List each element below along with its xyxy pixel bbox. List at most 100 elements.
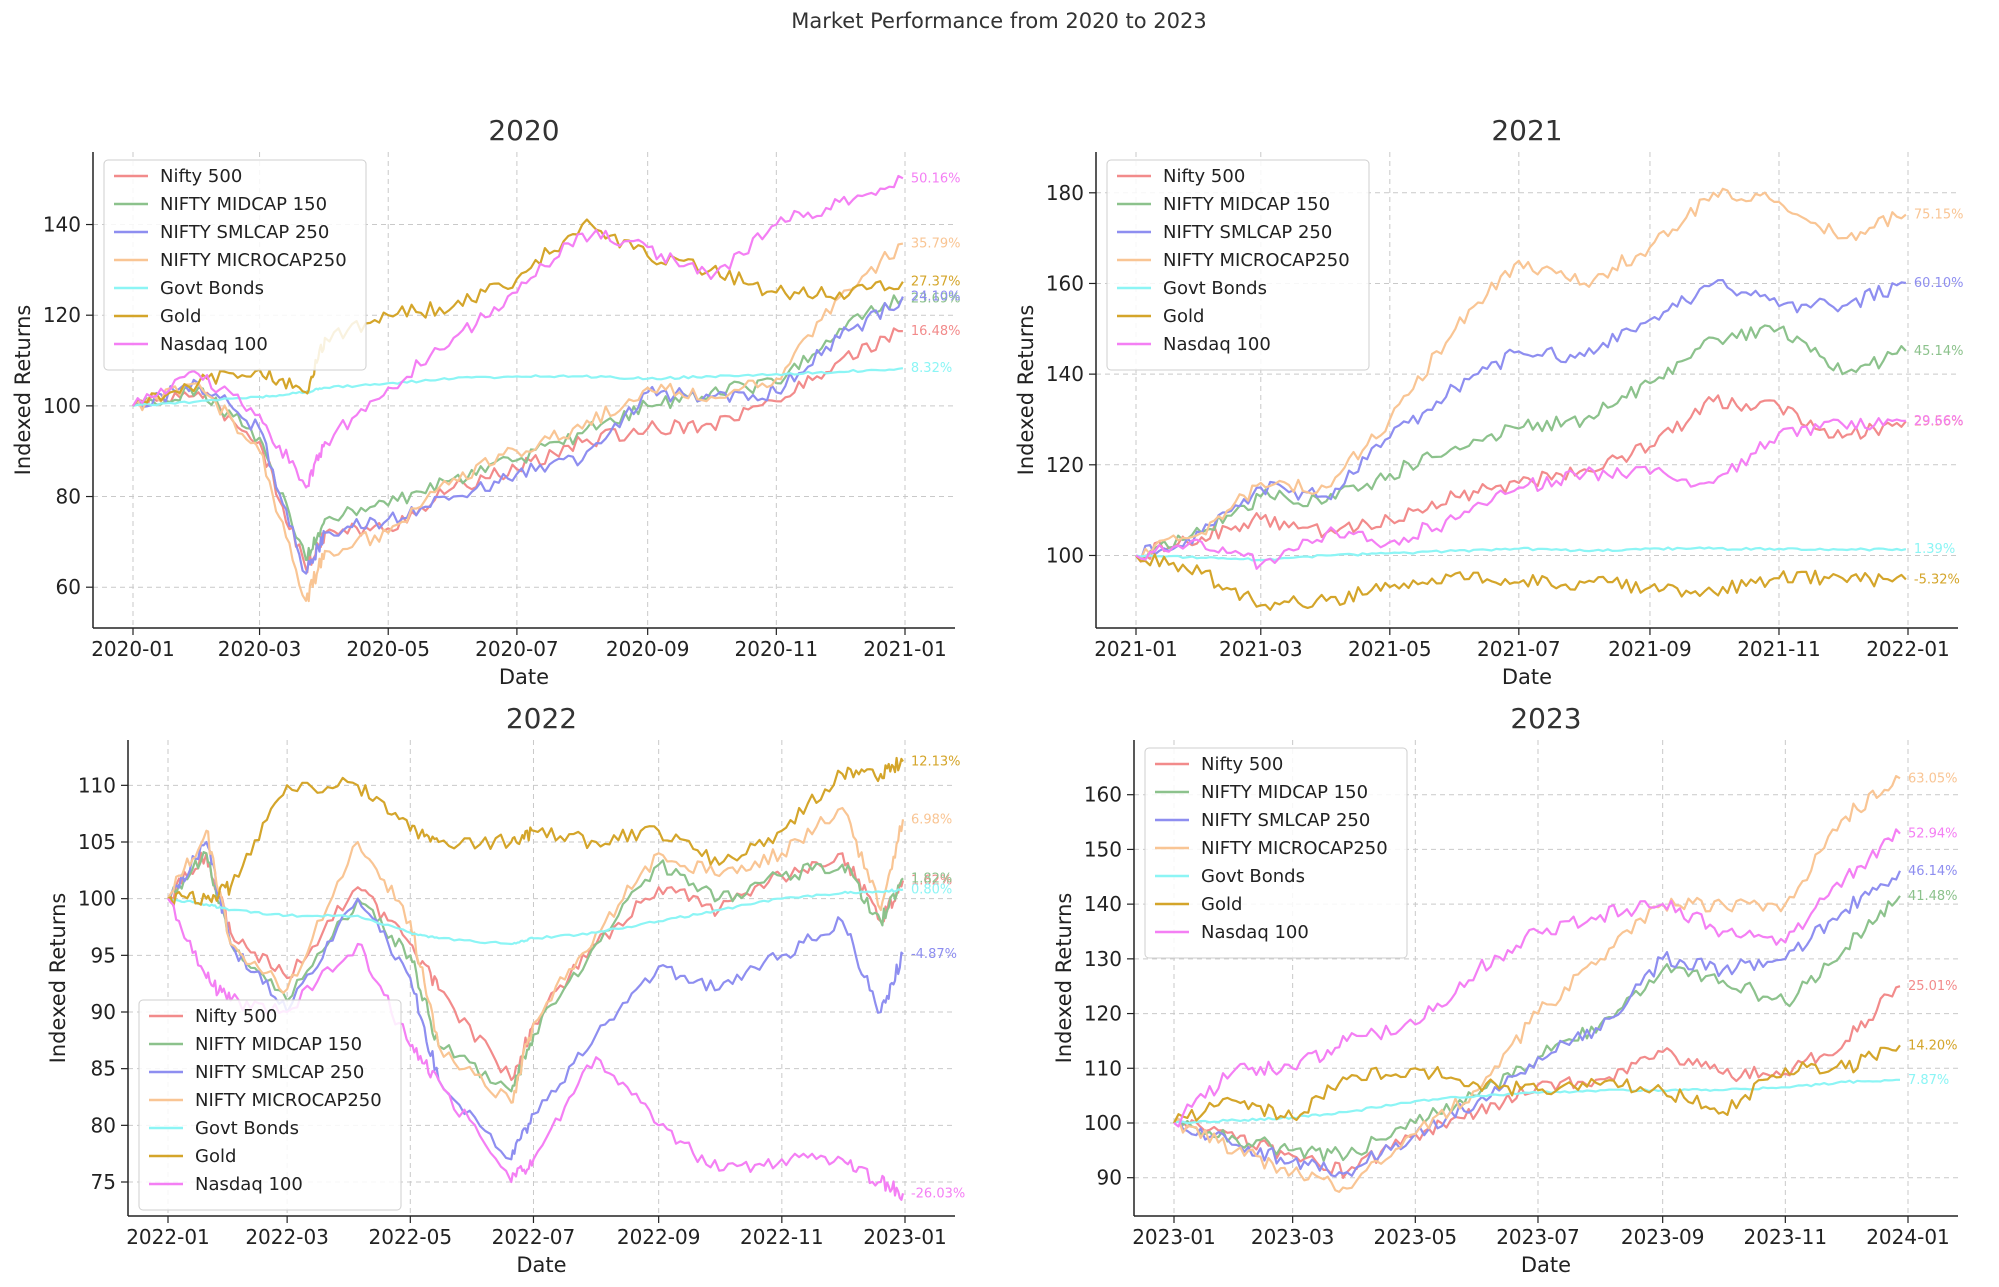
end-label: 35.79% [911,237,961,252]
legend-label: Nifty 500 [1201,754,1283,775]
x-tick-label: 2023-11 [1744,1225,1828,1249]
x-tick-label: 2022-05 [369,1225,453,1249]
y-tick-label: 130 [1084,947,1122,971]
end-label: 75.15% [1914,208,1964,223]
y-tick-label: 150 [1084,837,1122,861]
chart-title: 2023 [1510,702,1581,735]
x-tick-label: 2021-03 [1219,637,1303,661]
series-line-nifty-smlcap-250 [167,840,904,1161]
legend-label: NIFTY MIDCAP 150 [195,1034,362,1055]
series-line-nifty-microcap250 [1173,775,1901,1193]
end-label: 60.10% [1914,276,1964,291]
y-tick-label: 140 [43,213,81,237]
chart-panel-2021: 29.56% 45.14% 60.10% 75.15% 1.39% -5.32% 29.66… [1014,114,1963,689]
end-label: 12.13% [911,755,961,770]
series-line-nifty-microcap250 [132,242,904,603]
series-line-nasdaq-100 [132,174,904,489]
figure-title: Market Performance from 2020 to 2023 [791,9,1206,33]
y-axis-label: Indexed Returns [46,893,70,1064]
end-label: -5.32% [1914,572,1960,587]
y-tick-label: 85 [91,1057,116,1081]
y-tick-label: 100 [43,394,81,418]
end-label: 52.94% [1908,827,1958,842]
end-label: 14.20% [1908,1038,1958,1053]
x-tick-label: 2023-09 [1621,1225,1705,1249]
end-label: 8.32% [911,361,952,376]
legend: Nifty 500 NIFTY MIDCAP 150 NIFTY SMLCAP 25… [1106,159,1370,371]
y-axis-label: Indexed Returns [1014,305,1038,476]
chart-title: 2020 [488,114,559,147]
y-tick-label: 105 [78,830,116,854]
legend-label: NIFTY MICROCAP250 [160,250,347,271]
x-axis-label: Date [499,665,549,689]
y-tick-label: 90 [91,1000,116,1024]
x-tick-label: 2022-07 [492,1225,576,1249]
chart-title: 2021 [1491,114,1562,147]
end-label: 16.48% [911,324,961,339]
y-tick-label: 160 [1046,271,1084,295]
x-tick-label: 2021-11 [1737,637,1821,661]
legend-label: Govt Bonds [1163,278,1267,299]
y-tick-label: 100 [1084,1111,1122,1135]
x-axis-label: Date [1502,665,1552,689]
x-tick-label: 2021-01 [863,637,947,661]
legend-label: Nasdaq 100 [160,334,268,355]
y-tick-label: 120 [1084,1002,1122,1026]
end-label: 23.69% [911,291,961,306]
y-tick-label: 80 [56,485,81,509]
end-label: 63.05% [1908,771,1958,786]
series-line-govt-bonds [132,367,904,407]
x-axis-label: Date [1521,1253,1571,1277]
series-line-nifty-microcap250 [1135,187,1907,561]
x-tick-label: 2021-07 [1477,637,1561,661]
x-tick-label: 2022-01 [126,1225,210,1249]
legend-label: NIFTY MIDCAP 150 [1163,194,1330,215]
chart-panel-2020: 16.48% 23.69%24.10% 35.79% 8.32% 27.37% 50.16… [11,114,960,689]
series-line-nifty-500 [132,327,903,574]
legend-label: Gold [1163,306,1204,327]
y-axis-label: Indexed Returns [11,305,35,476]
x-tick-label: 2023-05 [1374,1225,1458,1249]
x-tick-label: 2020-05 [346,637,430,661]
end-label: 45.14% [1914,344,1964,359]
series-line-gold [132,218,904,407]
series-line-gold [1135,553,1907,611]
legend-label: Govt Bonds [195,1118,299,1139]
legend-label: Nifty 500 [195,1006,277,1027]
legend: Nifty 500 NIFTY MIDCAP 150 NIFTY SMLCAP 25… [138,999,402,1211]
y-tick-label: 95 [91,943,116,967]
y-tick-label: 80 [91,1113,116,1137]
x-tick-label: 2022-09 [617,1225,701,1249]
series-line-nifty-500 [1135,394,1907,563]
legend-box [103,159,367,371]
end-label: 41.48% [1908,889,1958,904]
end-label: -4.87% [911,947,957,962]
series-line-gold [167,756,904,908]
legend-label: Nasdaq 100 [1163,334,1271,355]
x-axis-label: Date [516,1253,566,1277]
legend-label: Gold [160,306,201,327]
series-line-nifty-smlcap-250 [132,296,904,575]
legend-label: Govt Bonds [1201,866,1305,887]
legend-label: NIFTY MICROCAP250 [195,1090,382,1111]
chart-title: 2022 [506,702,577,735]
end-label: 25.01% [1908,979,1958,994]
legend: Nifty 500 NIFTY MIDCAP 150 NIFTY SMLCAP 25… [1144,747,1408,959]
series-line-nifty-smlcap-250 [1135,279,1907,562]
end-label: 7.87% [1908,1073,1949,1088]
y-tick-label: 110 [78,773,116,797]
legend-label: Gold [1201,894,1242,915]
series-line-nifty-500 [1173,985,1901,1179]
x-tick-label: 2021-01 [1094,637,1178,661]
legend-label: Nifty 500 [1163,166,1245,187]
x-tick-label: 2022-03 [245,1225,329,1249]
y-tick-label: 140 [1046,362,1084,386]
x-tick-label: 2020-03 [218,637,302,661]
series-line-gold [1173,1044,1901,1124]
end-label: 27.37% [911,275,961,290]
end-label: 1.62% [911,874,952,889]
legend-label: NIFTY MIDCAP 150 [160,194,327,215]
end-label: 1.39% [1914,542,1955,557]
legend-label: Govt Bonds [160,278,264,299]
